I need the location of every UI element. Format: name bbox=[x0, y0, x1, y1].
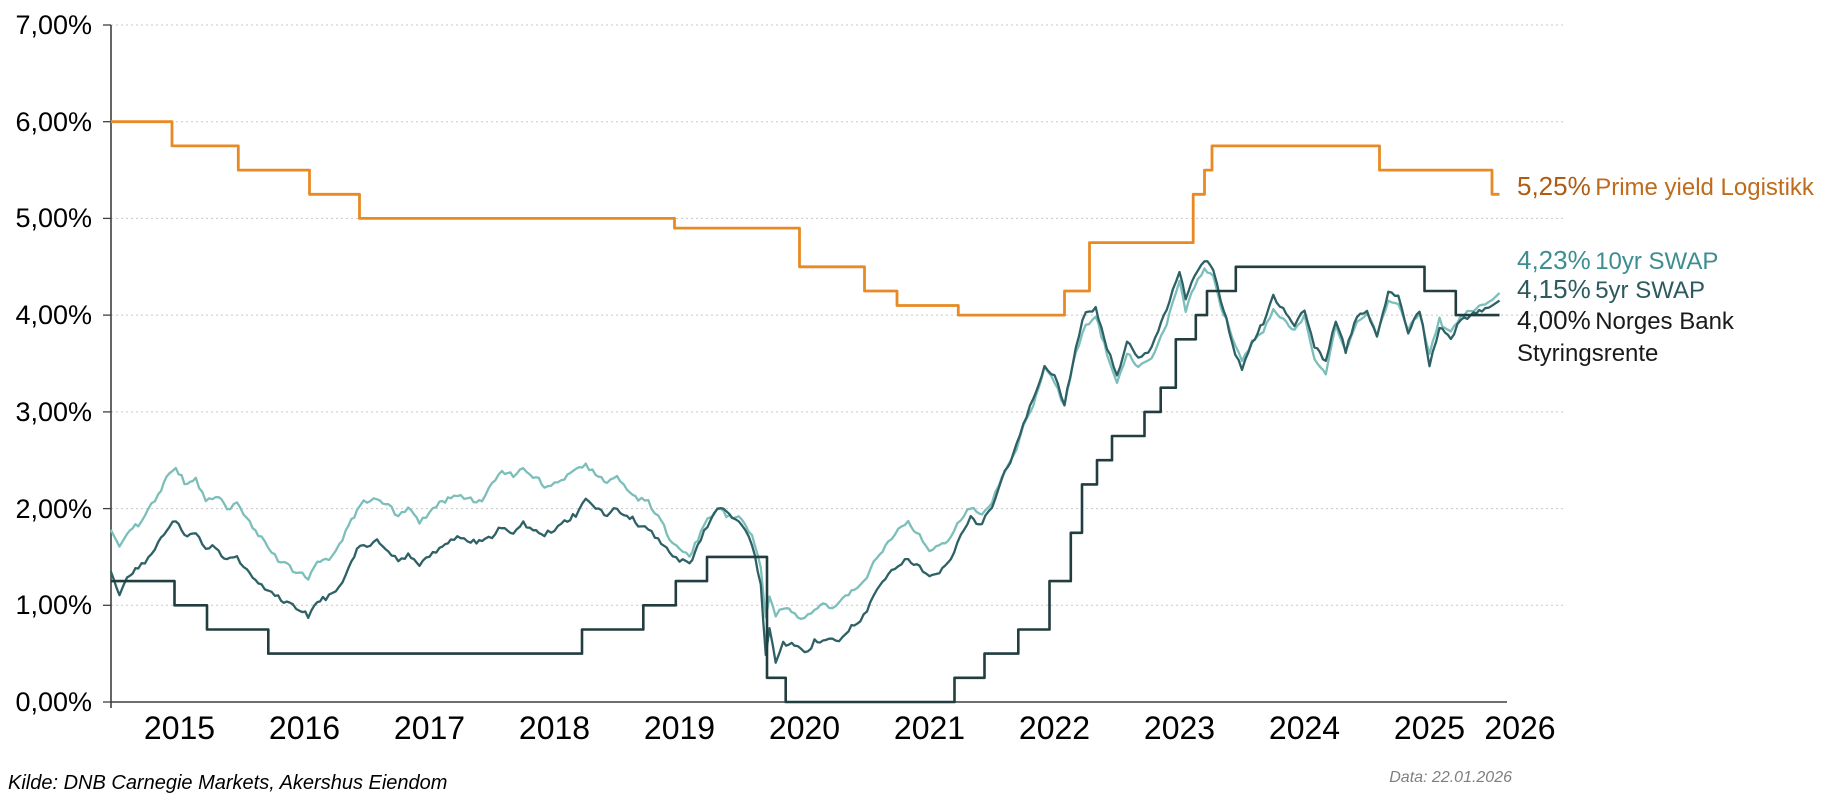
legend-10yr-swap-label: 10yr SWAP bbox=[1595, 248, 1719, 275]
legend-prime-yield-value: 5,25% bbox=[1517, 171, 1591, 201]
x-axis-label: 2022 bbox=[1018, 710, 1091, 746]
y-axis-label: 3,00% bbox=[15, 396, 92, 427]
swap-10yr-line bbox=[109, 267, 1501, 621]
x-axis-label: 2020 bbox=[768, 710, 841, 746]
y-axis-label: 0,00% bbox=[15, 687, 92, 717]
legend-norges-bank-styringsrente: 4,00% Norges Bank Styringsrente bbox=[1517, 306, 1734, 371]
legend-prime-yield-label: Prime yield Logistikk bbox=[1595, 174, 1814, 201]
x-axis-label: 2019 bbox=[643, 710, 716, 746]
legend-5yr-swap: 4,15% 5yr SWAP bbox=[1517, 275, 1705, 308]
legend-norges-bank-label: Norges Bank Styringsrente bbox=[1517, 308, 1734, 367]
y-axis-label: 1,00% bbox=[15, 590, 92, 621]
y-axis-label: 6,00% bbox=[15, 106, 92, 137]
x-axis-label: 2025 bbox=[1393, 710, 1466, 746]
legend-prime-yield-logistikk: 5,25% Prime yield Logistikk bbox=[1517, 172, 1814, 205]
legend-norges-bank-value: 4,00% bbox=[1517, 305, 1591, 335]
x-axis-label: 2015 bbox=[143, 710, 216, 746]
legend-10yr-swap: 4,23% 10yr SWAP bbox=[1517, 246, 1718, 279]
legend-5yr-swap-value: 4,15% bbox=[1517, 274, 1591, 304]
x-axis-label: 2023 bbox=[1143, 710, 1216, 746]
source-note: Kilde: DNB Carnegie Markets, Akershus Ei… bbox=[8, 772, 448, 794]
prime-yield-logistikk-line bbox=[110, 120, 1500, 317]
y-axis-label: 7,00% bbox=[15, 10, 92, 40]
x-axis-label: 2024 bbox=[1268, 710, 1341, 746]
x-axis-label: 2016 bbox=[268, 710, 341, 746]
x-axis-label: 2017 bbox=[393, 710, 466, 746]
data-date-note: Data: 22.01.2026 bbox=[1389, 769, 1512, 786]
x-axis-label: 2026 bbox=[1484, 710, 1556, 746]
legend-5yr-swap-label: 5yr SWAP bbox=[1595, 277, 1705, 304]
y-axis-label: 4,00% bbox=[15, 300, 92, 331]
y-axis-label: 2,00% bbox=[15, 493, 92, 524]
norges-bank-styringsrente-line bbox=[110, 265, 1500, 704]
swap-5yr-line bbox=[109, 260, 1501, 664]
x-axis-label: 2018 bbox=[518, 710, 591, 746]
x-axis-label: 2021 bbox=[893, 710, 966, 746]
legend-10yr-swap-value: 4,23% bbox=[1517, 245, 1591, 275]
y-axis-label: 5,00% bbox=[15, 203, 92, 234]
